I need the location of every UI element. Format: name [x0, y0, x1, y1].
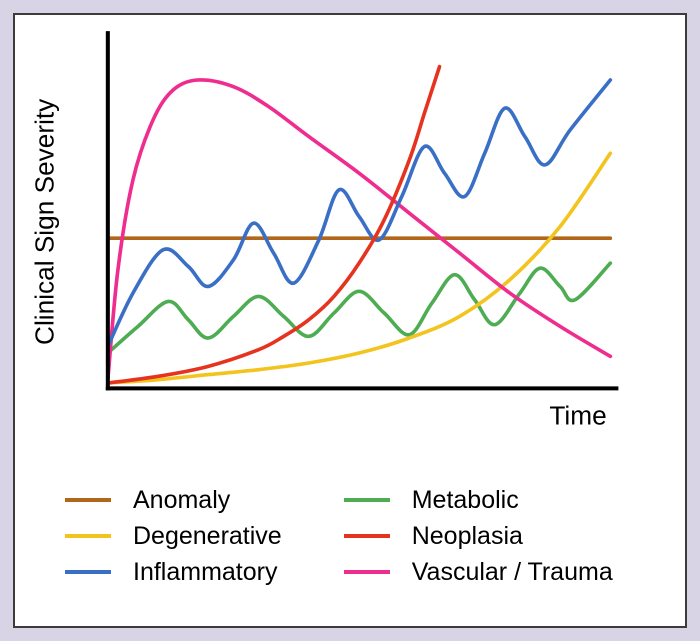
legend-swatch-metabolic — [343, 498, 390, 503]
severity-time-chart: Clinical Sign Severity Time — [29, 31, 619, 431]
legend-swatch-vascular-trauma — [343, 570, 390, 575]
legend-item-neoplasia: Neoplasia — [343, 521, 613, 550]
legend-label: Neoplasia — [411, 521, 523, 550]
legend-item-metabolic: Metabolic — [343, 485, 613, 514]
legend-column: Metabolic Neoplasia Vascular / Trauma — [343, 485, 613, 586]
chart-curves — [106, 64, 613, 385]
series-inflammatory — [106, 78, 613, 349]
legend-item-vascular-trauma: Vascular / Trauma — [343, 557, 613, 586]
chart-legend: Anomaly Degenerative Inflammatory Metabolic… — [15, 485, 685, 586]
legend-item-anomaly: Anomaly — [65, 485, 282, 514]
series-degenerative — [106, 151, 613, 385]
legend-item-inflammatory: Inflammatory — [65, 557, 282, 586]
legend-column: Anomaly Degenerative Inflammatory — [65, 485, 282, 586]
series-neoplasia — [106, 64, 442, 385]
legend-swatch-inflammatory — [65, 570, 111, 575]
legend-label: Vascular / Trauma — [411, 557, 613, 586]
series-vascular-trauma — [106, 78, 613, 382]
legend-label: Degenerative — [133, 521, 282, 550]
legend-swatch-anomaly — [65, 498, 111, 503]
y-axis-label: Clinical Sign Severity — [29, 98, 59, 345]
figure-panel: Clinical Sign Severity Time Anomaly Degen… — [13, 13, 687, 628]
legend-swatch-degenerative — [65, 534, 111, 539]
x-axis-label: Time — [549, 401, 606, 431]
legend-item-degenerative: Degenerative — [65, 521, 282, 550]
legend-swatch-neoplasia — [343, 534, 390, 539]
series-metabolic — [106, 261, 613, 355]
legend-label: Inflammatory — [133, 557, 278, 586]
legend-label: Anomaly — [133, 485, 231, 514]
legend-label: Metabolic — [411, 485, 519, 514]
